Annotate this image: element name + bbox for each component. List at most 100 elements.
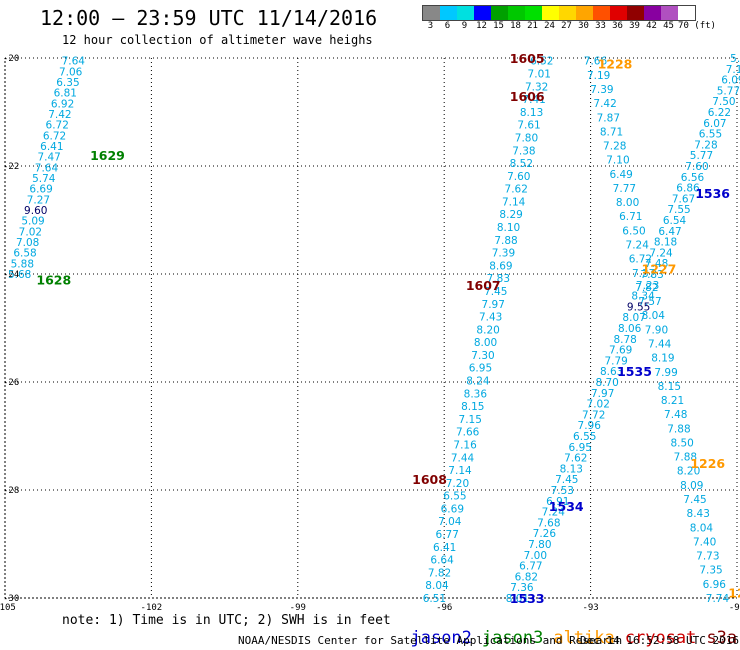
legend-jason3: jason3 bbox=[481, 628, 544, 648]
colorbar-swatch bbox=[661, 6, 678, 20]
wave-height-value: 7.64 bbox=[35, 162, 59, 174]
lat-tick-label: -24 bbox=[3, 270, 19, 280]
wave-height-value: 8.09 bbox=[680, 480, 703, 492]
pass-time-label: 1628 bbox=[36, 272, 71, 287]
pass-time-label: 1227 bbox=[642, 262, 677, 277]
timestamp: Dec 14 16:52:58 UTC 2016 bbox=[580, 634, 739, 647]
wave-height-value: 7.48 bbox=[645, 258, 668, 270]
colorbar-swatch bbox=[457, 6, 474, 20]
wave-height-value: 6.49 bbox=[609, 169, 632, 181]
wave-height-value: 7.48 bbox=[664, 409, 687, 421]
wave-height-value: 7.08 bbox=[16, 237, 39, 249]
track-s3a-west: 6.527.017.327.418.137.617.807.388.527.60… bbox=[423, 56, 554, 605]
colorbar-label: 3 bbox=[427, 21, 434, 31]
wave-height-value: 6.95 bbox=[569, 442, 592, 454]
wave-height-value: 7.43 bbox=[479, 312, 502, 324]
wave-height-value: 7.42 bbox=[593, 98, 616, 110]
wave-height-value: 7.45 bbox=[683, 494, 706, 506]
wave-height-value: 7.69 bbox=[609, 345, 632, 357]
lon-tick-label: -90 bbox=[729, 603, 740, 613]
wave-height-value: 6.55 bbox=[699, 129, 722, 141]
wave-height-value: 6.47 bbox=[658, 226, 681, 238]
colorbar-swatch bbox=[542, 6, 559, 20]
wave-height-value: 7.67 bbox=[672, 193, 695, 205]
colorbar-label: 42 bbox=[646, 21, 657, 31]
lat-tick-label: -28 bbox=[3, 486, 19, 496]
wave-height-value: 5.77 bbox=[717, 85, 740, 97]
colorbar-label: 9 bbox=[461, 21, 468, 31]
wave-height-value: 6.96 bbox=[703, 579, 727, 591]
wave-height-value: 8.04 bbox=[690, 522, 714, 534]
wave-height-value: 7.30 bbox=[471, 350, 494, 362]
wave-height-value: 7.44 bbox=[451, 452, 475, 464]
axis-labels: -20 -22 -24 -26 -28 -30-105 -102 -99 -96 -93 -90 bbox=[0, 54, 740, 613]
wave-height-value: 7.66 bbox=[584, 56, 608, 68]
wave-height-value: 8.52 bbox=[510, 158, 533, 170]
wave-height-value: 8.20 bbox=[476, 324, 499, 336]
colorbar-swatch bbox=[474, 6, 491, 20]
wave-height-value: 6.72 bbox=[43, 130, 66, 142]
wave-height-value: 7.27 bbox=[27, 194, 50, 206]
wave-height-value: 6.82 bbox=[515, 571, 538, 583]
wave-height-value: 8.04 bbox=[425, 580, 449, 592]
wave-height-value: 7.42 bbox=[48, 109, 71, 121]
wave-height-value: 6.41 bbox=[433, 542, 456, 554]
wave-height-value: 6.77 bbox=[519, 561, 542, 573]
wave-height-value: 8.01 bbox=[506, 593, 529, 605]
colorbar-swatch bbox=[525, 6, 542, 20]
wave-height-value: 8.19 bbox=[651, 353, 674, 365]
colorbar-swatch bbox=[610, 6, 627, 20]
wave-height-value: 8.15 bbox=[658, 381, 681, 393]
wave-height-value: 7.01 bbox=[528, 68, 551, 80]
wave-height-value: 7.68 bbox=[537, 517, 560, 529]
wave-height-value: 7.10 bbox=[606, 155, 629, 167]
wave-height-value: 7.38 bbox=[512, 145, 535, 157]
colorbar-label: 36 bbox=[612, 21, 623, 31]
footer-note: note: 1) Time is in UTC; 2) SWH is in fe… bbox=[62, 613, 391, 628]
wave-height-value: 7.19 bbox=[587, 70, 610, 82]
wave-height-value: 7.80 bbox=[528, 539, 551, 551]
wave-height-value: 8.04 bbox=[642, 310, 666, 322]
wave-height-value: 7.40 bbox=[693, 536, 716, 548]
wave-height-value: 7.06 bbox=[59, 66, 83, 78]
colorbar-swatch bbox=[644, 6, 661, 20]
wave-height-value: 7.36 bbox=[510, 582, 534, 594]
wave-height-value: 7.39 bbox=[590, 84, 613, 96]
wave-height-value: 8.10 bbox=[497, 222, 520, 234]
wave-height-value: 7.15 bbox=[459, 414, 482, 426]
pass-time-labels: 1629 1628 1605 1606 1228 1607 1608 1536 1227 1535… bbox=[36, 51, 740, 606]
lat-tick-label: -20 bbox=[3, 54, 19, 64]
wave-height-value: 5.68 bbox=[8, 269, 31, 281]
pass-time-label: 1533 bbox=[510, 591, 545, 606]
colorbar-label: 15 bbox=[493, 21, 504, 31]
colorbar-swatch bbox=[491, 6, 508, 20]
wave-height-value: 7.83 bbox=[487, 273, 510, 285]
pass-time-label: 1534 bbox=[549, 499, 584, 514]
wave-height-value: 7.44 bbox=[648, 338, 672, 350]
wave-height-value: 7.35 bbox=[699, 565, 722, 577]
satellite-legend: jason2 jason3 altika cryosat s3a bbox=[390, 608, 740, 648]
wave-height-value: 5.74 bbox=[32, 173, 56, 185]
pass-time-label: 1606 bbox=[510, 89, 545, 104]
wave-height-value: 7.24 bbox=[626, 240, 650, 252]
colorbar-label: 24 bbox=[544, 21, 555, 31]
colorbar-label: 12 bbox=[476, 21, 487, 31]
wave-height-value: 8.78 bbox=[613, 334, 636, 346]
wave-height-value: 7.28 bbox=[603, 141, 626, 153]
wave-height-value: 6.50 bbox=[622, 225, 645, 237]
wave-height-value: 7.04 bbox=[438, 516, 462, 528]
wave-height-value: 7.80 bbox=[515, 132, 538, 144]
wave-height-value: 7.72 bbox=[582, 409, 605, 421]
wave-height-value: 6.35 bbox=[56, 77, 79, 89]
wave-height-value: 7.64 bbox=[62, 56, 86, 68]
pass-time-label: 1629 bbox=[90, 148, 125, 163]
wave-height-value: 6.64 bbox=[430, 555, 454, 567]
wave-height-value: 6.55 bbox=[573, 431, 596, 443]
colorbar-swatch bbox=[627, 6, 644, 20]
colorbar-label: 45 bbox=[663, 21, 674, 31]
wave-height-value: 7.88 bbox=[494, 235, 517, 247]
wave-height-value: 6.09 bbox=[721, 75, 740, 87]
wave-height-value: 7.41 bbox=[522, 94, 545, 106]
wave-height-value: 7.60 bbox=[685, 161, 708, 173]
wave-height-value: 6.91 bbox=[546, 496, 569, 508]
